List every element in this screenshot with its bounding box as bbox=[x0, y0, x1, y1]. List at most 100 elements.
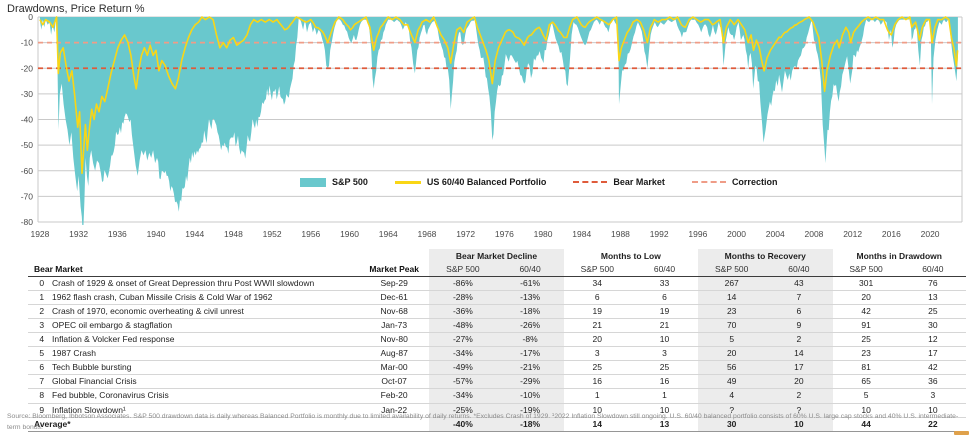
table-row: 9 Inflation Slowdown¹ Jan-22 -25% -19% 10 10??… bbox=[28, 403, 966, 418]
table-cell bbox=[359, 416, 430, 432]
row-number: 4 bbox=[28, 332, 47, 348]
table-cell: 1 bbox=[630, 388, 699, 404]
chart-title: Drawdowns, Price Return % bbox=[7, 3, 145, 15]
table-cell: -10% bbox=[496, 388, 564, 404]
table-cell: 13 bbox=[899, 290, 966, 306]
table-cell: 2 bbox=[765, 332, 833, 348]
row-number: 2 bbox=[28, 304, 47, 320]
row-number: 5 bbox=[28, 346, 47, 362]
column-sub-header: S&P 500 bbox=[429, 263, 497, 278]
market-peak-value: Mar-00 bbox=[359, 360, 430, 376]
row-number: 6 bbox=[28, 360, 47, 376]
table-cell: 20 bbox=[765, 374, 833, 390]
column-sub-header: 60/40 bbox=[496, 263, 564, 278]
y-axis-tick-label: -30 bbox=[21, 89, 34, 99]
table-cell: 65 bbox=[832, 374, 900, 390]
table-row: 5 1987 Crash Aug-87 -34% -17% 3 3 20 14 23 17 bbox=[28, 346, 966, 362]
column-header-bear-market: Bear Market bbox=[28, 263, 360, 278]
legend-item-correction: Correction bbox=[691, 177, 778, 187]
x-axis-tick-label: 1968 bbox=[417, 229, 436, 239]
table-cell: ? bbox=[698, 403, 766, 418]
drawdown-chart-svg: 0 -10 -20 -30 -40 -50 -60 -70 -80 1928 1932 1936 194… bbox=[21, 12, 963, 239]
table-cell: -28% bbox=[429, 290, 497, 306]
table-cell: -18% bbox=[496, 304, 564, 320]
market-peak-value: Sep-29 bbox=[359, 276, 430, 292]
x-axis-tick-label: 1940 bbox=[147, 229, 166, 239]
market-peak-value: Aug-87 bbox=[359, 346, 430, 362]
x-axis-tick-label: 2020 bbox=[921, 229, 940, 239]
table-cell: -48% bbox=[429, 318, 497, 334]
table-cell: 34 bbox=[563, 276, 631, 292]
y-axis-tick-label: -70 bbox=[21, 191, 34, 201]
axis-labels: 0 -10 -20 -30 -40 -50 -60 -70 -80 1928 1932 1936 194… bbox=[21, 12, 940, 239]
source-footnote: Source: Bloomberg, Ibbotson Associates. … bbox=[7, 413, 959, 431]
table-cell: 6 bbox=[563, 290, 631, 306]
table-cell: -57% bbox=[429, 374, 497, 390]
column-sub-header: 60/40 bbox=[765, 263, 833, 278]
bear-market-name: 1962 flash crash, Cuban Missile Crisis &… bbox=[46, 290, 360, 306]
table-cell: -18% bbox=[496, 416, 564, 432]
row-number: 3 bbox=[28, 318, 47, 334]
table-cell: 14 bbox=[698, 290, 766, 306]
table-cell: 7 bbox=[765, 290, 833, 306]
table-row: 4 Inflation & Volcker Fed response Nov-80-… bbox=[28, 332, 966, 348]
table-row: 2 Crash of 1970, economic overheating & c… bbox=[28, 304, 966, 320]
market-peak-value: Dec-61 bbox=[359, 290, 430, 306]
table-cell: 3 bbox=[630, 346, 699, 362]
x-axis-tick-label: 1984 bbox=[572, 229, 591, 239]
row-number: 7 bbox=[28, 374, 47, 390]
table-cell: 16 bbox=[630, 374, 699, 390]
x-axis-tick-label: 1928 bbox=[30, 229, 49, 239]
table-row: 0 Crash of 1929 & onset of Great Depressi… bbox=[28, 276, 966, 292]
x-axis-tick-label: 1980 bbox=[534, 229, 553, 239]
table-cell: 21 bbox=[630, 318, 699, 334]
y-axis-tick-label: -80 bbox=[21, 217, 34, 227]
market-peak-value: Nov-80 bbox=[359, 332, 430, 348]
table-cell: 21 bbox=[563, 318, 631, 334]
table-cell: 43 bbox=[765, 276, 833, 292]
table-cell: 25 bbox=[899, 304, 966, 320]
table-cell: 1 bbox=[563, 388, 631, 404]
table-cell: 2 bbox=[765, 388, 833, 404]
table-cell: -19% bbox=[496, 403, 564, 418]
table-cell: 17 bbox=[765, 360, 833, 376]
table-cell: 23 bbox=[698, 304, 766, 320]
column-group-header: Bear Market Decline bbox=[429, 249, 564, 264]
bear-market-name: Inflation Slowdown¹ bbox=[46, 403, 360, 418]
legend-label: S&P 500 bbox=[332, 177, 368, 187]
table-cell: -21% bbox=[496, 360, 564, 376]
legend-label: Correction bbox=[731, 177, 778, 187]
table-row: 7 Global Financial Crisis Oct-07 -57% -29% 16… bbox=[28, 374, 966, 390]
market-peak-value: Jan-73 bbox=[359, 318, 430, 334]
bear-market-name: Crash of 1970, economic overheating & ci… bbox=[46, 304, 360, 320]
table-cell: -61% bbox=[496, 276, 564, 292]
table-cell: 20 bbox=[698, 346, 766, 362]
table-average-row: Average* -40% -18% 14 13 30 10 44 22 bbox=[28, 416, 966, 432]
legend-swatch-dash bbox=[573, 181, 608, 183]
table-cell: 12 bbox=[899, 332, 966, 348]
table-cell: -26% bbox=[496, 318, 564, 334]
column-group-header: Months in Drawdown bbox=[856, 251, 942, 261]
legend-swatch-line bbox=[394, 180, 421, 184]
table-cell: 16 bbox=[563, 374, 631, 390]
table-cell: 56 bbox=[698, 360, 766, 376]
table-cell: 3 bbox=[563, 346, 631, 362]
bear-market-name: OPEC oil embargo & stagflation bbox=[46, 318, 360, 334]
y-axis-tick-label: -60 bbox=[21, 166, 34, 176]
market-peak-value: Feb-20 bbox=[359, 388, 430, 404]
table-cell: 22 bbox=[899, 416, 966, 432]
table-cell: -29% bbox=[496, 374, 564, 390]
table-cell: ? bbox=[765, 403, 833, 418]
column-sub-header: S&P 500 bbox=[698, 263, 766, 278]
market-peak-value: Jan-22 bbox=[359, 403, 430, 418]
table-group-header-row: Bear Market Decline Months to Low Months t… bbox=[28, 249, 966, 264]
table-cell: -34% bbox=[429, 346, 497, 362]
table-cell: 17 bbox=[899, 346, 966, 362]
y-axis-tick-label: -10 bbox=[21, 38, 34, 48]
x-axis-tick-label: 1948 bbox=[224, 229, 243, 239]
table-cell: 44 bbox=[832, 416, 900, 432]
table-cell: 25 bbox=[832, 332, 900, 348]
table-cell: 19 bbox=[563, 304, 631, 320]
x-axis-tick-label: 1964 bbox=[379, 229, 398, 239]
